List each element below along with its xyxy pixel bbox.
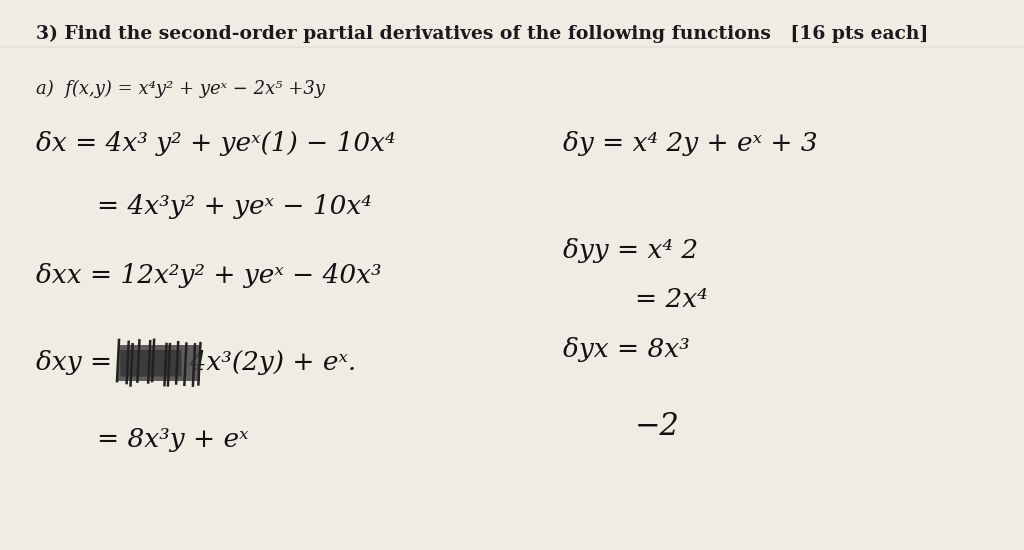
Text: = 2x⁴: = 2x⁴ xyxy=(635,287,708,312)
Text: δy = x⁴ 2y + eˣ + 3: δy = x⁴ 2y + eˣ + 3 xyxy=(563,130,818,156)
Text: δx = 4x³ y² + yeˣ(1) − 10x⁴: δx = 4x³ y² + yeˣ(1) − 10x⁴ xyxy=(36,130,395,156)
Bar xyxy=(118,345,200,381)
Text: δyy = x⁴ 2: δyy = x⁴ 2 xyxy=(563,238,698,263)
Text: a)  f(x,y) = x⁴y² + yeˣ − 2x⁵ +3y: a) f(x,y) = x⁴y² + yeˣ − 2x⁵ +3y xyxy=(36,80,325,98)
Text: δxy = ███ 4x³(2y) + eˣ.: δxy = ███ 4x³(2y) + eˣ. xyxy=(36,350,356,376)
Text: −2: −2 xyxy=(635,411,680,442)
Text: = 4x³y² + yeˣ − 10x⁴: = 4x³y² + yeˣ − 10x⁴ xyxy=(97,194,372,219)
Text: = 8x³y + eˣ: = 8x³y + eˣ xyxy=(97,427,249,453)
Text: 3) Find the second-order partial derivatives of the following functions   [16 pt: 3) Find the second-order partial derivat… xyxy=(36,25,928,43)
Text: δyx = 8x³: δyx = 8x³ xyxy=(563,337,690,362)
Text: δxx = 12x²y² + yeˣ − 40x³: δxx = 12x²y² + yeˣ − 40x³ xyxy=(36,262,382,288)
